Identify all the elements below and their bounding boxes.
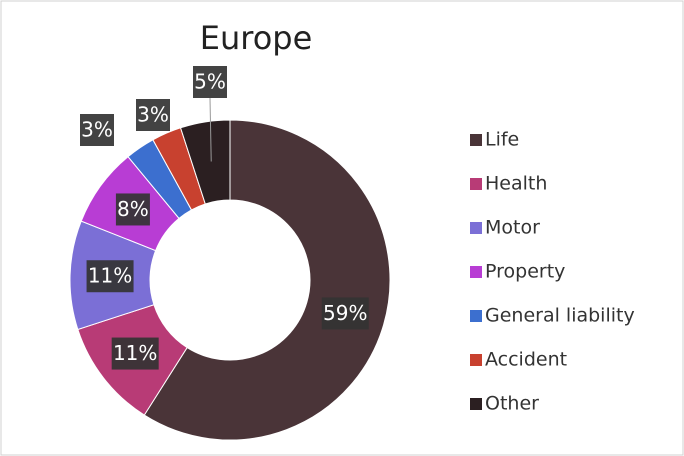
data-label-box: [111, 337, 159, 370]
legend-label: Health: [485, 173, 547, 195]
data-label: 5%: [194, 70, 226, 94]
legend-swatch: [470, 134, 482, 146]
legend-label: Accident: [485, 349, 567, 371]
data-label: 11%: [88, 264, 132, 288]
legend-label: Life: [485, 129, 519, 151]
leader-line: [209, 97, 212, 162]
data-label: 8%: [117, 197, 149, 221]
data-label: 3%: [137, 103, 169, 127]
legend-swatch: [470, 354, 482, 366]
data-label-box: [115, 193, 150, 226]
legend-label: Motor: [485, 217, 540, 239]
legend-label: General liability: [485, 305, 635, 327]
chart-title: Europe: [200, 19, 313, 57]
legend-swatch: [470, 310, 482, 322]
legend-swatch: [470, 222, 482, 234]
data-label-box: [193, 66, 227, 98]
legend-label: Property: [485, 261, 565, 283]
data-label-box: [80, 114, 114, 146]
legend-swatch: [470, 266, 482, 278]
legend-swatch: [470, 398, 482, 410]
donut-slice: [143, 119, 391, 441]
data-label-box: [86, 260, 134, 293]
data-label: 11%: [113, 341, 157, 365]
data-label: 59%: [323, 301, 367, 325]
legend-swatch: [470, 178, 482, 190]
data-label-box: [136, 99, 170, 131]
data-label: 3%: [81, 118, 113, 142]
data-label-box: [321, 297, 369, 330]
donut-slice: [179, 119, 231, 205]
legend-label: Other: [485, 393, 539, 415]
